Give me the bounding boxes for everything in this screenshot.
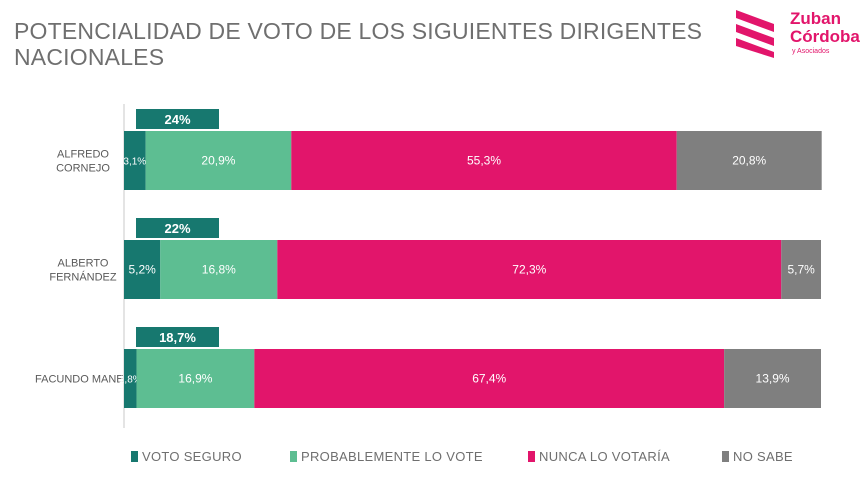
legend-label-nunca: NUNCA LO VOTARÍA [539, 449, 670, 464]
legend-swatch-nunca [528, 451, 535, 462]
bar-fernandez-nunca [277, 240, 782, 299]
brand-logo: Zuban Córdoba y Asociados [734, 6, 860, 62]
data-label-cornejo-voto-seguro: 3,1% [123, 157, 146, 168]
data-label-manes-no-sabe: 13,9% [756, 372, 790, 386]
data-label-manes-voto-seguro: 1,8% [119, 375, 142, 386]
bar-cornejo-probablemente [145, 131, 292, 190]
bar-cornejo-no-sabe [676, 131, 822, 190]
legend-item-probablemente: PROBABLEMENTE LO VOTE [290, 449, 483, 464]
legend-label-voto-seguro: VOTO SEGURO [142, 449, 242, 464]
legend-item-nunca: NUNCA LO VOTARÍA [528, 449, 670, 464]
bar-manes-no-sabe [724, 349, 821, 408]
legend-swatch-no-sabe [722, 451, 729, 462]
chart-title: POTENCIALIDAD DE VOTO DE LOS SIGUIENTES … [14, 18, 703, 70]
total-label-fernandez: 22% [164, 221, 190, 236]
total-pill-cornejo [136, 109, 219, 129]
data-label-fernandez-voto-seguro: 5,2% [128, 263, 156, 277]
legend-item-no-sabe: NO SABE [722, 449, 793, 464]
total-label-cornejo: 24% [164, 112, 190, 127]
category-label-manes-line-1: FACUNDO MANES [35, 374, 131, 386]
bar-fernandez-probablemente [160, 240, 278, 299]
logo-line-1: Zuban [790, 9, 841, 28]
total-pill-manes [136, 327, 219, 347]
bar-manes-nunca [254, 349, 725, 408]
data-label-fernandez-no-sabe: 5,7% [787, 263, 815, 277]
data-label-cornejo-no-sabe: 20,8% [732, 154, 766, 168]
logo-mark-icon [736, 10, 774, 58]
logo-line-3: y Asociados [792, 48, 830, 55]
category-label-cornejo-line-1: ALFREDO [57, 149, 109, 161]
data-label-manes-nunca: 67,4% [472, 372, 506, 386]
category-label-fernandez-line-2: FERNÁNDEZ [49, 271, 117, 284]
total-pill-fernandez [136, 218, 219, 238]
data-label-fernandez-probablemente: 16,8% [202, 263, 236, 277]
legend-label-probablemente: PROBABLEMENTE LO VOTE [301, 449, 483, 464]
logo-line-2: Córdoba [790, 27, 860, 46]
chart-legend: VOTO SEGURO PROBABLEMENTE LO VOTE NUNCA … [0, 449, 862, 469]
data-label-manes-probablemente: 16,9% [178, 372, 212, 386]
stacked-bar-chart: ALFREDO CORNEJO 3,1% 20,9% 55,3% 20,8% 24% ALBE… [35, 104, 822, 428]
legend-item-voto-seguro: VOTO SEGURO [131, 449, 242, 464]
bar-manes-voto-seguro [124, 349, 137, 408]
bar-manes-probablemente [136, 349, 255, 408]
legend-label-no-sabe: NO SABE [733, 449, 793, 464]
data-label-fernandez-nunca: 72,3% [512, 263, 546, 277]
data-label-cornejo-nunca: 55,3% [467, 154, 501, 168]
legend-swatch-voto-seguro [131, 451, 138, 462]
data-label-cornejo-probablemente: 20,9% [201, 154, 235, 168]
logo-wordmark: Zuban Córdoba [790, 10, 860, 46]
bar-cornejo-nunca [291, 131, 677, 190]
category-label-fernandez-line-1: ALBERTO [58, 258, 109, 270]
bar-fernandez-voto-seguro [124, 240, 161, 299]
bar-cornejo-voto-seguro [124, 131, 146, 190]
legend-swatch-probablemente [290, 451, 297, 462]
total-label-manes: 18,7% [159, 330, 196, 345]
bar-fernandez-no-sabe [781, 240, 821, 299]
category-label-cornejo-line-2: CORNEJO [56, 163, 110, 175]
